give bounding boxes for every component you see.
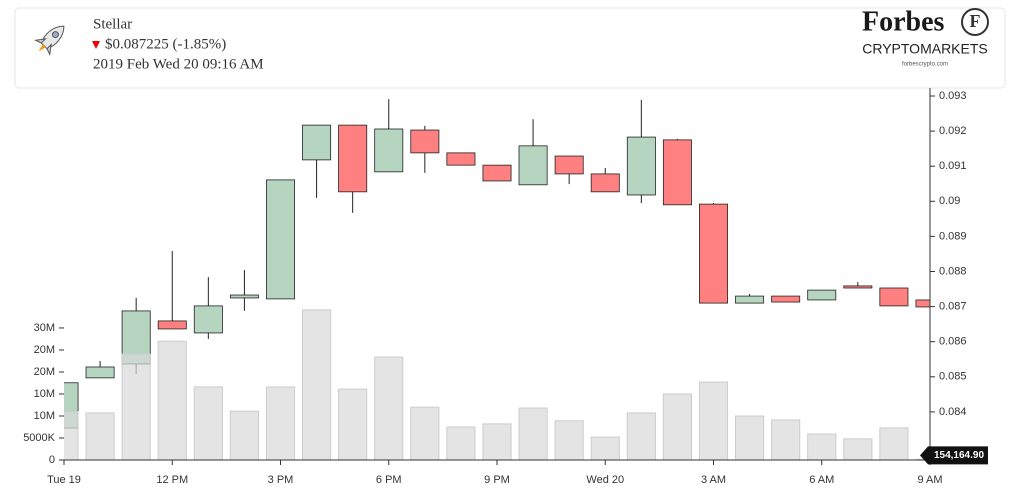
candle-body [879,287,909,307]
candle-body [735,295,765,304]
y-tick-label: 0.085 [939,371,967,383]
candle-body [302,124,332,161]
volume-bar [843,438,873,461]
y-tick-label: 0.09 [939,195,960,207]
candle-body [626,136,656,196]
volume-bar [265,386,296,461]
y2-tick-label: 30M [34,322,55,334]
volume-last-label: 154,164.90 [934,450,984,461]
x-tick-label: 6 PM [376,474,402,486]
x-tick-label: 9 AM [917,474,942,486]
coin-price: $0.087225 (-1.85%) [105,36,226,52]
volume-bar [302,309,332,461]
y-tick-label: 0.087 [939,301,967,313]
volume-bar [338,388,368,461]
candle-body [807,289,837,301]
x-tick-label: Wed 20 [586,474,624,486]
x-tick-label: 9 PM [484,474,510,486]
volume-bar [554,420,584,461]
candle-body [843,285,873,289]
candle-body [157,320,187,330]
down-arrow [92,41,100,49]
axes: Tue 19 12 PM 3 PM 6 PM 9 PM Wed 20 3 AM 6 AM 9 A… [23,88,988,486]
candle-body [771,295,801,303]
coin-name: Stellar [93,16,132,32]
x-tick-label: Tue 19 [47,474,81,486]
y-tick-label: 0.086 [939,336,967,348]
volume-bar [85,412,115,461]
volume-bar [193,386,223,461]
volume-bar [410,406,440,461]
volume-bar [157,340,187,461]
volume-bar [518,407,548,461]
volume-bar [662,393,692,461]
volume-bar [229,410,259,461]
volume-badge [920,446,988,465]
candle-body [266,179,295,300]
volume-bar [121,353,151,461]
brand-sub: CRYPTOMARKETS [862,41,988,57]
y2-tick-label: 0 [49,454,55,466]
brand-logo: Forbes [862,6,945,37]
rocket-icon [33,25,65,57]
y-tick-label: 0.093 [939,90,967,102]
volume-bar [698,381,729,461]
candle-body [554,155,584,175]
brand-url: forbescrypto.com [902,62,948,68]
candle-body [229,294,259,299]
header-card [14,7,1006,89]
y2-tick-label: 20M [34,344,55,356]
x-tick-label: 12 PM [156,474,188,486]
y2-tick-label: 10M [34,388,55,400]
candle-body [482,164,512,182]
volume-bar [590,436,620,461]
candle-body [590,173,620,193]
y-tick-label: 0.091 [939,160,967,172]
candle-body [193,305,223,334]
volume-bar [482,423,512,461]
volume-bar [879,427,909,461]
x-tick-label: 3 PM [268,474,294,486]
candle-body [374,128,404,173]
x-tick-label: 3 AM [701,474,726,486]
x-tick-label: 6 AM [809,474,834,486]
volume-bar [626,412,656,461]
volume-bar [446,426,476,461]
volume-bar [771,419,801,461]
candle-body [699,203,728,304]
brand-badge [961,8,989,36]
y2-tick-label: 10M [34,410,55,422]
y-tick-label: 0.092 [939,125,967,137]
candle-body [446,152,476,166]
candle-body [338,124,368,193]
candle-body [85,366,115,379]
candle-body [518,145,548,186]
timestamp: 2019 Feb Wed 20 09:16 AM [93,56,264,72]
y-tick-label: 0.084 [939,406,967,418]
y-tick-label: 0.088 [939,265,967,277]
volume-layer [64,309,930,461]
candle-body [662,139,692,206]
volume-bar [374,356,404,461]
brand-badge-letter: F [970,11,981,31]
candle-body [410,129,440,154]
y2-tick-label: 5000K [23,432,55,444]
volume-bar [735,415,765,461]
volume-bar [807,433,837,461]
y2-tick-label: 20M [34,366,55,378]
y-tick-label: 0.089 [939,230,967,242]
